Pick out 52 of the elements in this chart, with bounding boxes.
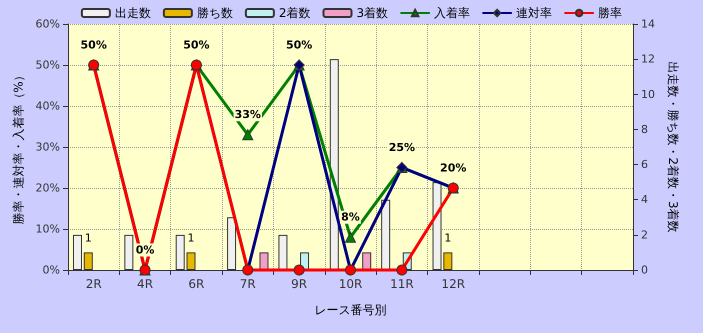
data-label: 0%	[136, 244, 154, 256]
data-label: 50%	[286, 38, 312, 52]
x-tick-label: 12R	[441, 277, 466, 291]
x-axis-title: レース番号別	[314, 303, 386, 317]
y-tick-label: 20%	[36, 182, 60, 194]
y2-axis-title: 出走数・勝ち数・2着数・3着数	[666, 61, 680, 233]
data-label: 50%	[80, 38, 107, 52]
x-tick-label: 6R	[188, 277, 204, 291]
legend-label: 出走数	[114, 6, 151, 20]
x-tick-label: 2R	[86, 277, 102, 291]
data-label: 50%	[183, 38, 210, 52]
y-tick-label: 30%	[36, 140, 60, 154]
x-tick-label: 10R	[338, 277, 362, 291]
y2-tick-label: 0	[641, 264, 648, 276]
data-label: 1	[444, 231, 452, 244]
point	[396, 264, 408, 276]
data-label: 33%	[234, 108, 261, 122]
bar	[278, 234, 288, 270]
point	[345, 232, 356, 243]
y2-tick-label: 14	[641, 18, 655, 30]
y2-tick-label: 2	[641, 228, 648, 242]
legend-label: 2着数	[278, 6, 311, 20]
data-label: 8%	[341, 210, 360, 224]
legend-label: 勝ち数	[196, 6, 233, 20]
y-tick-label: 10%	[36, 222, 60, 236]
x-tick-label: 4R	[137, 277, 154, 291]
point	[294, 264, 305, 276]
x-tick-label: 7R	[240, 277, 256, 291]
bar	[362, 252, 372, 270]
bar	[259, 252, 268, 270]
legend-label: 勝率	[598, 6, 622, 20]
y-axis-title: 勝率・連対率・入着率（%）	[12, 69, 26, 225]
x-tick-label: 9R	[291, 277, 308, 291]
legend-label: 入着率	[434, 6, 470, 20]
y-tick-label: 60%	[36, 18, 60, 30]
data-label: 1	[84, 231, 92, 244]
data-label: 1	[188, 231, 195, 244]
y2-tick-label: 4	[641, 193, 648, 206]
legend-label: 3着数	[356, 6, 388, 20]
y2-tick-label: 6	[641, 158, 648, 172]
bar	[381, 200, 390, 270]
y-tick-label: 0%	[42, 264, 60, 276]
point	[242, 129, 254, 140]
y-tick-label: 40%	[36, 100, 60, 112]
data-label: 25%	[388, 141, 416, 154]
y-tick-label: 50%	[36, 58, 60, 72]
legend-label: 連対率	[516, 6, 552, 20]
y2-tick-label: 12	[641, 52, 655, 66]
y2-tick-label: 10	[641, 88, 655, 101]
x-tick-label: 11R	[390, 277, 414, 291]
y2-tick-label: 8	[641, 122, 648, 136]
data-label: 20%	[440, 162, 466, 174]
